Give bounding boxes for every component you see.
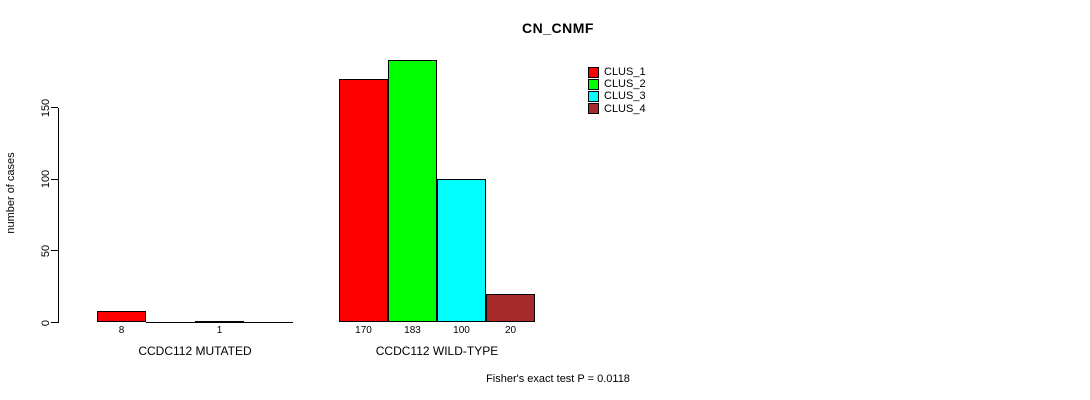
y-tick-0 [51,322,58,323]
bar-value-label-CLUS_3-group2: 100 [453,325,470,336]
bar-CLUS_2-group1-zero [146,321,195,323]
y-tick-label-150: 150 [40,98,52,117]
bar-value-label-CLUS_1-group2: 170 [355,325,372,336]
chart-title: CN_CNMF [522,20,594,36]
bar-CLUS_2-group2 [388,60,437,323]
bar-CLUS_1-group2 [339,78,388,323]
legend-label-CLUS_4: CLUS_4 [604,102,646,115]
legend-item-CLUS_2: CLUS_2 [588,78,646,90]
bar-CLUS_4-group1-zero [244,321,293,323]
category-label-1: CCDC112 MUTATED [138,344,252,358]
y-axis-line [58,107,59,323]
bar-value-label-CLUS_2-group2: 183 [404,325,421,336]
category-label-2: CCDC112 WILD-TYPE [375,344,499,358]
bar-value-label-CLUS_1-group1: 8 [118,325,125,336]
legend-item-CLUS_4: CLUS_4 [588,103,646,115]
legend-swatch-CLUS_3 [588,90,599,102]
bar-CLUS_4-group2 [486,293,535,323]
bar-CLUS_3-group2 [437,179,486,323]
y-tick-100 [51,178,58,180]
legend-swatch-CLUS_1 [588,66,599,78]
legend-label-CLUS_3: CLUS_3 [604,90,646,103]
y-tick-50 [51,250,58,252]
bar-value-label-CLUS_3-group1: 1 [216,325,223,336]
legend-swatch-CLUS_4 [588,103,599,115]
y-tick-150 [51,107,58,108]
legend-label-CLUS_2: CLUS_2 [604,78,646,91]
y-axis-label: number of cases [5,152,17,234]
legend-item-CLUS_3: CLUS_3 [588,90,646,102]
legend-swatch-CLUS_2 [588,78,599,90]
annotation-fisher-test: Fisher's exact test P = 0.0118 [486,373,630,385]
y-tick-label-50: 50 [40,244,52,257]
legend-item-CLUS_1: CLUS_1 [588,66,646,78]
legend-label-CLUS_1: CLUS_1 [604,66,646,78]
y-tick-label-0: 0 [40,319,52,326]
legend: CLUS_1 CLUS_2 CLUS_3 CLUS_4 [588,66,708,126]
bar-CLUS_1-group1 [97,311,146,323]
y-tick-label-100: 100 [40,169,52,189]
bar-value-label-CLUS_4-group2: 20 [504,325,517,336]
bar-CLUS_3-group1 [195,321,244,323]
